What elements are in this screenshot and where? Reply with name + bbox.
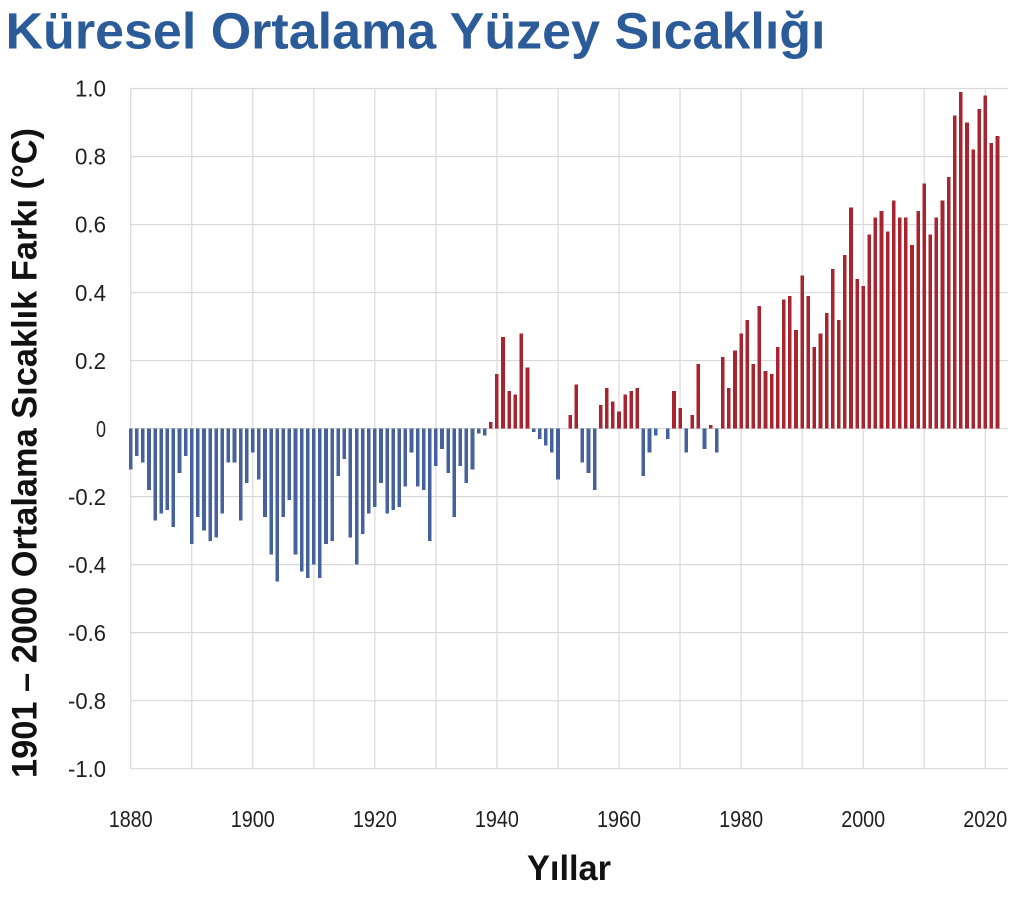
svg-text:1901 – 2000 Ortalama Sıcaklık: 1901 – 2000 Ortalama Sıcaklık Farkı (°C): [6, 128, 45, 778]
svg-text:1900: 1900: [231, 806, 275, 832]
svg-text:1920: 1920: [353, 806, 397, 832]
svg-text:1980: 1980: [719, 806, 763, 832]
svg-text:2000: 2000: [841, 806, 885, 832]
svg-text:Yıllar: Yıllar: [527, 849, 611, 888]
svg-text:2020: 2020: [963, 806, 1007, 832]
svg-text:1960: 1960: [597, 806, 641, 832]
svg-text:-0.2: -0.2: [68, 484, 106, 510]
svg-text:0.4: 0.4: [75, 280, 106, 306]
svg-text:0.6: 0.6: [75, 212, 106, 238]
svg-text:-1.0: -1.0: [68, 756, 106, 782]
svg-text:0.2: 0.2: [75, 348, 106, 374]
svg-text:-0.8: -0.8: [68, 688, 106, 714]
svg-text:-0.4: -0.4: [68, 552, 106, 578]
svg-text:0: 0: [96, 416, 106, 442]
svg-text:1880: 1880: [109, 806, 153, 832]
svg-text:Küresel Ortalama Yüzey Sıcaklı: Küresel Ortalama Yüzey Sıcaklığı: [6, 3, 826, 60]
svg-text:0.8: 0.8: [75, 144, 106, 170]
svg-text:1.0: 1.0: [75, 76, 106, 102]
svg-text:-0.6: -0.6: [68, 620, 106, 646]
svg-text:1940: 1940: [475, 806, 519, 832]
